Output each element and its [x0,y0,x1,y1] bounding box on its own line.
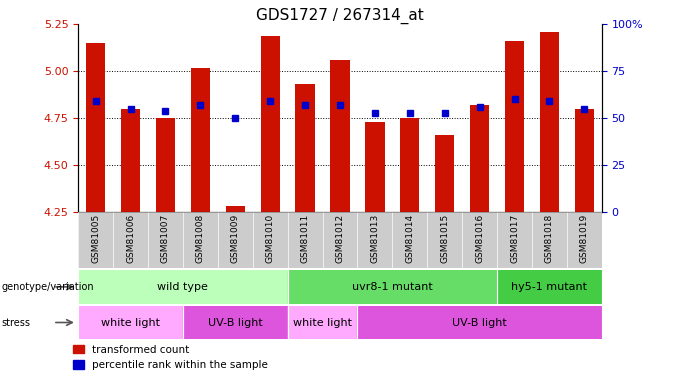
Text: white light: white light [293,318,352,327]
Legend: transformed count, percentile rank within the sample: transformed count, percentile rank withi… [73,345,268,370]
Bar [156,118,175,212]
Bar [435,135,454,212]
Text: white light: white light [101,318,160,327]
Text: GSM81012: GSM81012 [335,214,345,263]
Text: uvr8-1 mutant: uvr8-1 mutant [352,282,432,292]
Text: genotype/variation: genotype/variation [1,282,94,292]
Bar [296,84,315,212]
Text: GSM81005: GSM81005 [91,214,100,263]
Text: UV-B light: UV-B light [208,318,262,327]
Bar [540,32,559,212]
Bar [191,68,210,212]
Text: GSM81014: GSM81014 [405,214,414,263]
Text: GSM81015: GSM81015 [440,214,449,263]
Text: GSM81011: GSM81011 [301,214,309,263]
Bar [470,105,489,212]
Bar [288,306,358,339]
Bar [86,43,105,212]
Bar [575,109,594,212]
Text: GSM81013: GSM81013 [371,214,379,263]
Bar [121,109,140,212]
Bar [78,270,288,304]
Bar [288,270,497,304]
Text: GSM81017: GSM81017 [510,214,519,263]
Bar [226,206,245,212]
Bar [358,306,602,339]
Text: GSM81006: GSM81006 [126,214,135,263]
Bar [365,122,384,212]
Text: GSM81008: GSM81008 [196,214,205,263]
Bar [505,41,524,212]
Text: GSM81009: GSM81009 [231,214,240,263]
Bar [497,270,602,304]
Text: hy5-1 mutant: hy5-1 mutant [511,282,588,292]
Bar [260,36,279,212]
Title: GDS1727 / 267314_at: GDS1727 / 267314_at [256,8,424,24]
Text: GSM81019: GSM81019 [580,214,589,263]
Text: GSM81010: GSM81010 [266,214,275,263]
Text: GSM81016: GSM81016 [475,214,484,263]
Bar [330,60,350,212]
Bar [78,306,183,339]
Text: stress: stress [1,318,31,327]
Bar [183,306,288,339]
Text: GSM81007: GSM81007 [161,214,170,263]
Bar [401,118,420,212]
Text: wild type: wild type [158,282,208,292]
Text: UV-B light: UV-B light [452,318,507,327]
Text: GSM81018: GSM81018 [545,214,554,263]
